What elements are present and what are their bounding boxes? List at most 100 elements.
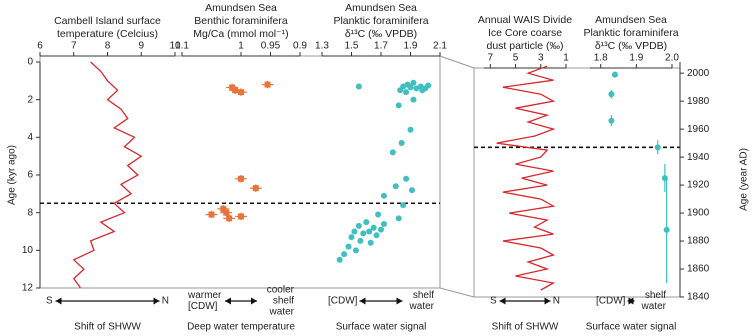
direction-label: [CDW] [596,296,626,307]
y-tick-label: 2 [27,94,33,105]
arrow-head [499,297,506,305]
x-tick-label: 1.5 [345,41,359,52]
point [410,79,417,86]
direction-label: N [553,296,560,307]
point [226,215,233,222]
x-tick-label: 1.9 [404,41,418,52]
direction-label: cooler [267,285,295,296]
panel-title: Amundsen Sea [205,2,277,14]
x-tick-label: 3 [538,53,544,64]
point [407,126,414,133]
axis-caption: Surface water signal [336,322,427,333]
point [363,219,370,226]
point [663,226,670,233]
point [264,81,271,88]
point [400,202,407,209]
arrow-head [225,297,231,305]
panel-title: Planktic foraminifera [583,27,678,39]
point [360,230,367,237]
panel-title: δ¹³C (‰ VPDB) [345,28,417,40]
panel-title: dust particle (‰) [486,40,563,52]
x-tick-label: 1 [238,41,244,52]
point [378,226,384,233]
x-tick-label: 6 [37,41,43,52]
point [351,228,358,235]
direction-label: [CDW] [328,296,358,307]
x-tick-label: 1.9 [629,53,643,64]
point [397,87,404,94]
y-axis-label: Age (kyr ago) [7,145,18,205]
y-tick-label: 1980 [687,96,710,107]
point [208,211,215,218]
point [336,256,343,263]
axis-caption: Shift of SHWW [74,322,141,333]
panel-title: Cambell Island surface [54,15,161,27]
point [611,71,618,78]
point [608,91,615,98]
y-tick-label: 2000 [687,68,710,79]
direction-label: water [641,301,667,312]
axis-caption: Deep water temperature [187,322,295,333]
direction-label: water [269,307,295,318]
direction-label: shelf [273,296,294,307]
point [252,185,259,192]
point [348,234,355,241]
point [352,247,359,254]
x-tick-label: 10 [169,41,181,52]
point [357,237,364,244]
x-tick-label: 7 [488,53,494,64]
axis-caption: Surface water signal [586,322,677,333]
point [370,224,377,231]
direction-label: S [46,296,53,307]
point [398,139,405,146]
direction-label: S [490,296,497,307]
point [395,215,402,222]
point [408,187,415,194]
x-tick-label: 0.9 [293,41,307,52]
arrow-head [251,297,257,305]
point [392,183,399,190]
point [380,192,387,199]
point [238,89,244,96]
x-tick-label: 9 [138,41,144,52]
panel-title: Benthic foraminifera [194,15,288,27]
panel-title: Planktic foraminifera [333,15,428,27]
arrow-head [153,297,160,305]
point [375,211,382,218]
point [410,96,417,103]
point [345,243,352,250]
right-frame [473,67,681,298]
x-tick-label: 7 [71,41,77,52]
point [238,213,244,220]
y-tick-label: 1840 [687,292,710,303]
point [355,83,362,90]
point [373,232,380,239]
arrow-head [396,297,403,305]
y-tick-label: 1960 [687,124,710,135]
panel-title: Mg/Ca (mmol mol⁻¹) [193,28,288,40]
direction-label: shelf [645,290,666,301]
connector [439,55,475,69]
y-tick-label: 1860 [687,264,710,275]
point [608,117,615,124]
y-tick-label: 1940 [687,152,710,163]
connector [439,287,475,298]
panel-title: Annual WAIS Divide [478,14,572,26]
panel-title: Amundsen Sea [345,2,417,14]
point [367,239,374,246]
point [389,149,396,156]
x-tick-label: 5 [513,53,519,64]
point [366,228,373,235]
point [654,144,661,151]
direction-label: [CDW] [188,301,218,312]
point [403,89,410,96]
x-tick-label: 2.1 [433,41,447,52]
arrow-head [544,297,551,305]
y-axis-label: Age (year AD) [739,148,750,211]
y-tick-label: 12 [22,283,34,294]
data-line [72,61,143,289]
arrow-head [359,297,366,305]
direction-label: N [162,296,169,307]
x-tick-label: 1.8 [594,53,608,64]
x-tick-label: 1.7 [374,41,388,52]
